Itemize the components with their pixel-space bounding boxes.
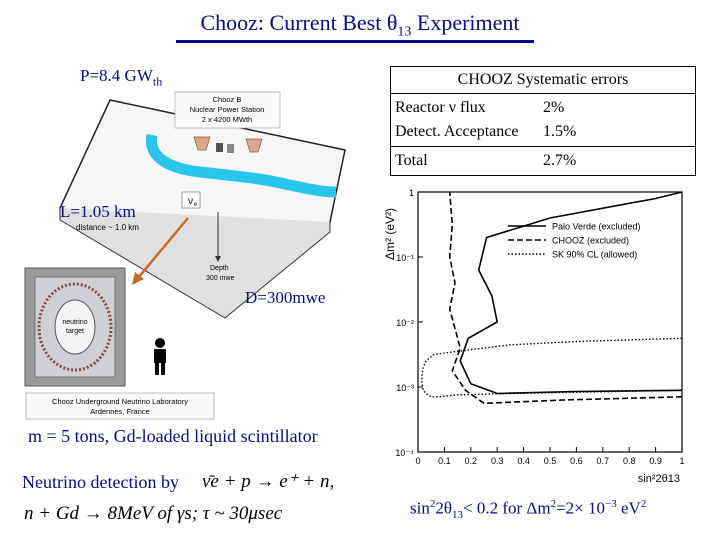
depth-line2: 300 mwe (206, 275, 235, 282)
x-tick-label: 0.1 (438, 456, 451, 466)
x-tick-label: 0.9 (649, 456, 662, 466)
x-tick-label: 0.2 (465, 456, 478, 466)
x-tick-label: 0.6 (570, 456, 583, 466)
y-tick-label: 10⁻⁴ (395, 448, 414, 458)
pmt-ring (37, 282, 113, 372)
row-name: Reactor ν flux (395, 99, 486, 116)
table-row: Reactor ν flux Detect. Acceptance 2% 1.5% (390, 93, 696, 147)
x-tick-label: 0.7 (597, 456, 610, 466)
river (145, 133, 337, 198)
systematics-heading: CHOOZ Systematic errors (390, 66, 696, 93)
person-icon-body (154, 349, 166, 363)
y-tick-label: 10⁻³ (396, 383, 414, 393)
cooling-tower (245, 138, 263, 153)
reactor-building (216, 143, 223, 152)
neutrino-arrow (137, 217, 189, 279)
x-tick-label: 0.8 (623, 456, 636, 466)
row-name: Total (395, 152, 428, 169)
depth-line1: Depth (210, 265, 229, 272)
y-axis-label: Δm² (eV²) (383, 208, 397, 260)
x-tick-label: 0 (415, 456, 420, 466)
person-icon (155, 338, 165, 348)
reactor-building (227, 144, 234, 153)
title-underline (176, 40, 534, 43)
page-title: Chooz: Current Best θ13 Experiment (200, 10, 520, 40)
y-tick-label: 10⁻² (396, 318, 414, 328)
table-row: Total 2.7% (390, 146, 696, 176)
y-tick-label: 10⁻¹ (396, 253, 414, 263)
result-text: sin22θ13< 0.2 for Δm2=2× 10−3 eV2 (410, 498, 647, 522)
target-line1: neutrino (62, 319, 87, 326)
detection-reaction: ν̄e + p → e⁺ + n, (202, 471, 335, 492)
lab-line2: Ardennes, France (90, 407, 150, 416)
series-line (421, 337, 683, 398)
detection-prefix: Neutrino detection by (22, 472, 179, 492)
lab-line1: Chooz Underground Neutrino Laboratory (52, 397, 188, 406)
cooling-tower (193, 136, 211, 151)
terrain-edge (59, 208, 331, 319)
person-icon-leg (161, 363, 165, 375)
series-line (448, 191, 683, 405)
detector-description: m = 5 tons, Gd-loaded liquid scintillato… (28, 426, 318, 446)
legend-entry: SK 90% CL (allowed) (552, 250, 637, 260)
station-label-box (174, 91, 281, 129)
target-line2: target (66, 328, 84, 335)
x-tick-label: 1 (679, 456, 684, 466)
exclusion-plot: 0 0.1 0.2 0.3 0.4 0.5 0.6 0.7 0.8 0.9 1 1 10⁻¹ 10⁻² 10… (383, 188, 685, 485)
x-tick-label: 0.4 (517, 456, 530, 466)
y-tick-label: 1 (409, 188, 414, 198)
distance-label: L=1.05 km (60, 202, 136, 221)
station-line3: 2 x 4200 MWth (202, 115, 252, 124)
neutron-capture: n + Gd → 8MeV of γs; τ ~ 30μsec (24, 503, 283, 524)
x-tick-label: 0.5 (544, 456, 557, 466)
row-value: 1.5% (543, 123, 577, 140)
series-line (459, 191, 683, 395)
distance-small-label: distance ~ 1.0 km (76, 223, 139, 232)
row-value: 2.7% (543, 152, 577, 169)
systematics-table: CHOOZ Systematic errors Reactor ν flux De… (390, 66, 696, 176)
person-icon-leg (155, 363, 159, 375)
depth-label: D=300mwe (245, 288, 326, 307)
x-axis-label: sin²2θ13 (638, 473, 680, 485)
nu-sub: e (194, 202, 198, 208)
station-line1: Chooz B (213, 95, 242, 104)
depth-arrowhead (215, 256, 221, 262)
nu-label-box (181, 191, 201, 209)
x-tick-label: 0.3 (491, 456, 504, 466)
row-value: 2% (543, 99, 565, 116)
neutrino-target (54, 299, 96, 355)
row-name: Detect. Acceptance (395, 123, 519, 140)
legend-entry: Palo Verde (excluded) (552, 222, 641, 232)
plot-frame (417, 191, 683, 453)
station-line2: Nuclear Power Station (190, 105, 265, 114)
legend-entry: CHOOZ (excluded) (552, 236, 629, 246)
power-label: P=8.4 GWth (80, 66, 163, 89)
nu-symbol: ν (188, 196, 193, 207)
lab-label-box (25, 392, 215, 420)
neutrino-arrowhead (132, 272, 144, 285)
site-diagram: Chooz B Nuclear Power Station 2 x 4200 M… (24, 91, 346, 420)
